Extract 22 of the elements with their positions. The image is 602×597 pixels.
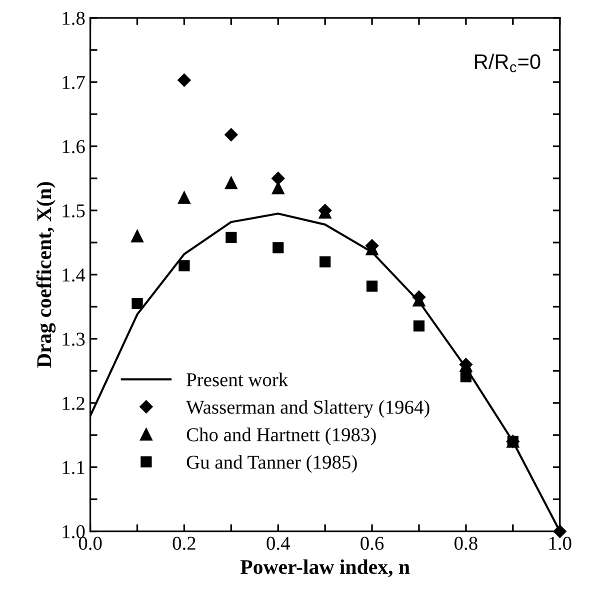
y-tick-label: 1.0 xyxy=(62,525,85,538)
x-tick-label: 0.2 xyxy=(172,536,196,550)
legend-label: Gu and Tanner (1985) xyxy=(186,455,357,473)
y-tick-label: 1.4 xyxy=(62,268,86,282)
legend-label: Present work xyxy=(186,372,288,386)
x-tick-label: 0.8 xyxy=(454,536,478,550)
x-tick-label: 0.0 xyxy=(78,536,102,550)
legend-label: Wasserman and Slattery (1964) xyxy=(186,400,430,418)
y-tick-label: 1.1 xyxy=(62,461,84,474)
y-tick-label: 1.6 xyxy=(62,140,85,154)
x-axis-title: Power-law index, n xyxy=(240,559,410,578)
y-axis-title: Drag coefficent, X(n) xyxy=(36,182,56,368)
y-tick-label: 1.7 xyxy=(62,76,85,90)
y-tick-label: 1.5 xyxy=(62,204,85,218)
y-tick-label: 1.2 xyxy=(62,396,84,410)
y-tick-label: 1.8 xyxy=(62,12,85,25)
annotation: R/R$_{c}$=0 xyxy=(475,54,540,72)
y-tick-label: 1.3 xyxy=(62,332,85,346)
x-tick-label: 0.4 xyxy=(266,536,290,550)
legend-label: Cho and Hartnett (1983) xyxy=(186,428,376,446)
x-tick-label: 0.6 xyxy=(360,536,384,550)
x-tick-label: 1.0 xyxy=(549,536,572,550)
